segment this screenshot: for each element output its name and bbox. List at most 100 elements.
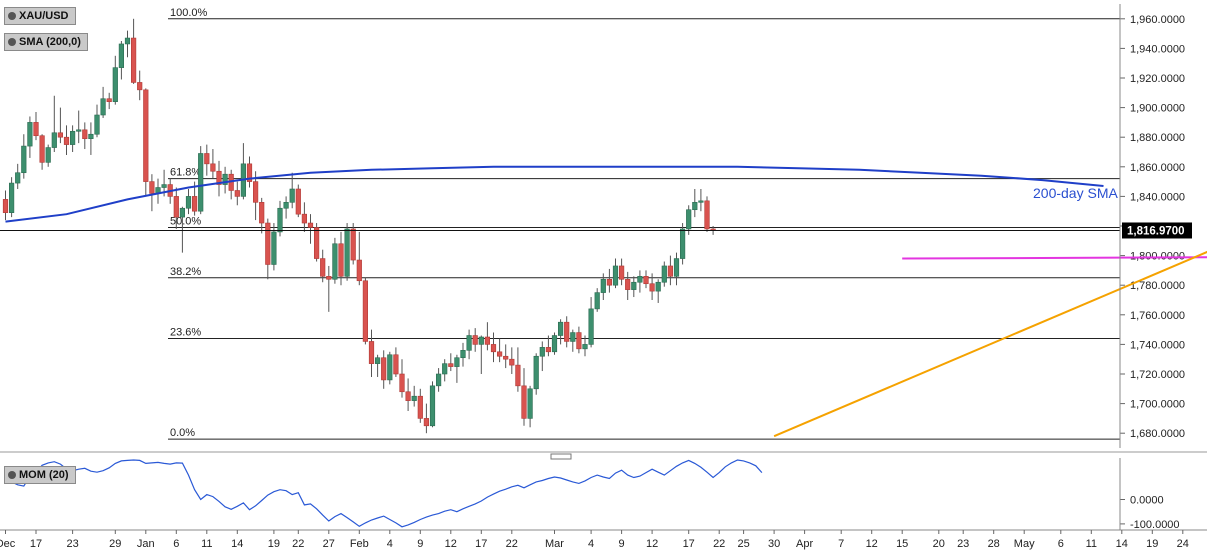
date-tick-label: 29 <box>109 538 121 550</box>
momentum-y-axis: 0.0000 -100.0000 <box>1120 494 1180 531</box>
date-tick-label: 23 <box>957 538 969 550</box>
candle-body <box>515 364 521 387</box>
legend-dot-icon <box>8 38 16 46</box>
candle-body <box>399 373 405 393</box>
candle-body <box>460 350 466 359</box>
date-tick-label: 6 <box>1058 538 1064 550</box>
symbol-label: XAU/USD <box>19 10 69 22</box>
candle-body <box>277 207 283 233</box>
momentum-tick-label: 0.0000 <box>1130 494 1164 506</box>
sma-200-line <box>5 165 1104 223</box>
candle-body <box>692 202 698 211</box>
candle-body <box>411 395 417 401</box>
candle-body <box>509 358 515 366</box>
candle-body <box>338 243 344 277</box>
candle-body <box>161 184 167 188</box>
price-tick-label: 1,740.0000 <box>1130 339 1185 351</box>
candle-body <box>454 357 460 367</box>
fib-level-label: 23.6% <box>170 326 201 338</box>
candle-body <box>82 129 88 139</box>
date-tick-label: 28 <box>988 538 1000 550</box>
candle-body <box>631 281 637 290</box>
candle-body <box>39 135 45 163</box>
price-tick-label: 1,760.0000 <box>1130 310 1185 322</box>
price-tick-label: 1,900.0000 <box>1130 103 1185 115</box>
support-trend-line <box>773 250 1207 438</box>
candle-body <box>88 133 94 139</box>
candle-body <box>9 182 15 213</box>
price-panel: 100.0% 61.8% 50.0% 38.2% 23.6% 0.0% 1,680.000… <box>0 4 1207 448</box>
candle-body <box>557 321 564 336</box>
candle-body <box>435 373 442 387</box>
candle-body <box>2 199 9 213</box>
candle-body <box>490 344 497 353</box>
candle-body <box>246 163 253 182</box>
momentum-line <box>5 459 763 528</box>
price-tick-label: 1,840.0000 <box>1130 191 1185 203</box>
price-tick-label: 1,720.0000 <box>1130 369 1185 381</box>
candle-body <box>15 172 21 184</box>
fib-level-label: 61.8% <box>170 167 201 179</box>
legend-dot-icon <box>8 12 16 20</box>
candle-body <box>198 153 204 212</box>
price-tick-label: 1,920.0000 <box>1130 73 1185 85</box>
candle-body <box>149 181 155 194</box>
momentum-legend[interactable]: MOM (20) <box>4 466 76 484</box>
date-tick-label: 22 <box>292 538 304 550</box>
candle-body <box>655 281 661 292</box>
momentum-panel: 0.0000 -100.0000 <box>5 458 1180 531</box>
sma-legend[interactable]: SMA (200,0) <box>4 33 88 51</box>
candle-body <box>210 163 216 172</box>
candle-body <box>100 98 106 116</box>
sma-annotation: 200-day SMA <box>1033 185 1118 201</box>
legend-dot-icon <box>8 471 16 479</box>
candle-body <box>612 265 619 286</box>
candle-body <box>33 122 39 137</box>
candle-body <box>673 258 680 277</box>
price-tick-label: 1,880.0000 <box>1130 132 1185 144</box>
candle-body <box>70 130 76 145</box>
candle-body <box>143 89 149 182</box>
date-tick-label: 9 <box>619 538 625 550</box>
candle-body <box>448 363 454 367</box>
candle-body <box>381 357 387 381</box>
candle-body <box>576 332 582 350</box>
price-tick-label: 1,700.0000 <box>1130 399 1185 411</box>
candle-body <box>606 278 612 286</box>
candle-body <box>417 395 423 419</box>
date-tick-label: 12 <box>646 538 658 550</box>
fib-level-label: 50.0% <box>170 215 201 227</box>
candle-body <box>588 308 594 345</box>
candle-body <box>570 332 576 342</box>
date-tick-label: 12 <box>445 538 457 550</box>
momentum-indicator-label: MOM (20) <box>19 469 69 481</box>
candle-body <box>503 355 509 360</box>
date-tick-label: 22 <box>506 538 518 550</box>
date-tick-label: Jan <box>137 538 155 550</box>
candle-body <box>234 190 240 197</box>
date-tick-label: 14 <box>231 538 243 550</box>
date-tick-label: 19 <box>268 538 280 550</box>
candle-body <box>405 391 411 401</box>
candle-body <box>551 335 558 353</box>
candle-body <box>124 37 131 45</box>
candle-body <box>667 265 673 277</box>
date-tick-label: Dec <box>0 538 16 550</box>
symbol-legend[interactable]: XAU/USD <box>4 7 76 25</box>
candle-body <box>521 385 527 419</box>
candle-body <box>94 114 100 135</box>
candle-body <box>106 98 112 102</box>
candle-body <box>185 196 192 209</box>
candle-body <box>332 243 338 280</box>
date-tick-label: 19 <box>1146 538 1158 550</box>
candle-body <box>356 259 362 282</box>
candle-body <box>661 265 667 283</box>
candle-body <box>442 363 448 375</box>
candle-body <box>307 222 314 228</box>
candle-body <box>387 354 393 381</box>
candle-body <box>472 335 478 345</box>
candle-body <box>704 200 710 230</box>
price-tick-label: 1,940.0000 <box>1130 43 1185 55</box>
candle-body <box>222 173 228 185</box>
